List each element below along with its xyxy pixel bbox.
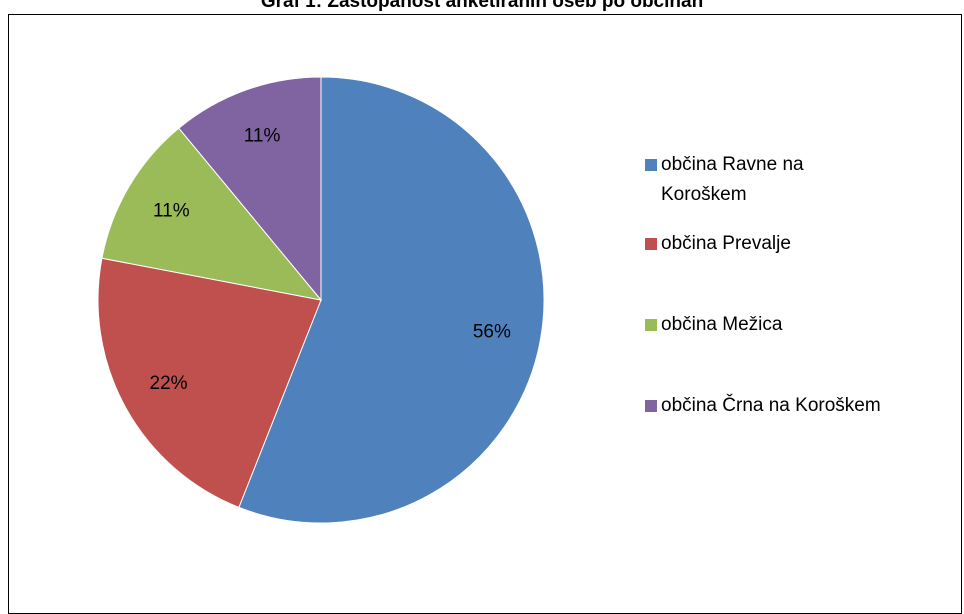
legend-item: občina Mežica — [645, 310, 782, 340]
legend-swatch — [645, 400, 657, 412]
legend-item: občina Ravne na Koroškem — [645, 150, 851, 210]
legend-swatch — [645, 319, 657, 331]
legend-label: občina Ravne na Koroškem — [661, 154, 804, 205]
pie-slice — [238, 76, 545, 524]
data-label: 56% — [473, 322, 511, 343]
legend-label: občina Črna na Koroškem — [661, 395, 881, 416]
chart-title: Graf 1: Zastopanost anketiranih oseb po … — [260, 0, 704, 12]
legend-label: občina Mežica — [661, 314, 783, 335]
legend-item: občina Prevalje — [645, 229, 791, 259]
pie-chart: 56% 22% 11% 11% — [97, 76, 545, 524]
pie-slice — [178, 76, 322, 302]
data-label: 11% — [244, 125, 281, 146]
legend-swatch — [645, 238, 657, 250]
pie-slice — [97, 257, 322, 508]
data-label: 11% — [153, 200, 190, 221]
page: {"chart_data": {"type": "pie", "title": … — [8, 0, 962, 614]
pie-slice — [101, 127, 323, 301]
data-label: 22% — [150, 373, 188, 394]
legend-label: občina Prevalje — [661, 233, 791, 254]
legend-swatch — [645, 159, 657, 171]
legend-item: občina Črna na Koroškem — [645, 391, 881, 421]
